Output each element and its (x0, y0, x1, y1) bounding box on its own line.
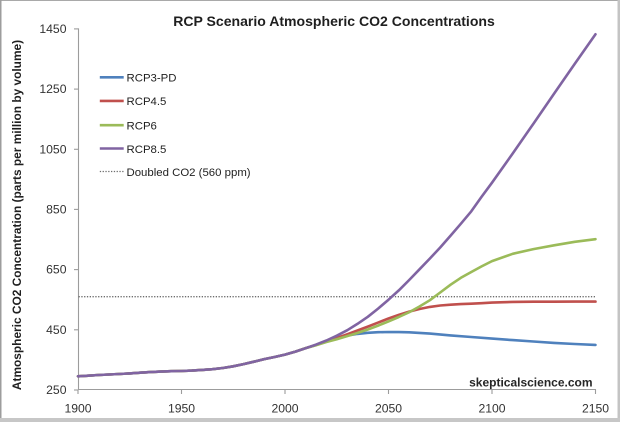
svg-text:1950: 1950 (168, 402, 195, 416)
svg-text:1250: 1250 (39, 82, 66, 96)
svg-text:RCP Scenario Atmospheric CO2 C: RCP Scenario Atmospheric CO2 Concentrati… (173, 13, 495, 29)
svg-text:450: 450 (46, 323, 67, 337)
svg-text:650: 650 (46, 263, 67, 277)
svg-text:RCP4.5: RCP4.5 (127, 96, 167, 108)
svg-text:1050: 1050 (39, 142, 66, 156)
svg-text:RCP8.5: RCP8.5 (127, 144, 167, 156)
svg-text:2100: 2100 (478, 402, 505, 416)
svg-text:1900: 1900 (64, 402, 91, 416)
svg-text:1450: 1450 (39, 22, 66, 36)
svg-text:2000: 2000 (271, 402, 298, 416)
svg-text:2150: 2150 (582, 402, 609, 416)
svg-text:RCP3-PD: RCP3-PD (127, 73, 177, 85)
svg-text:RCP6: RCP6 (127, 121, 157, 133)
svg-text:Atmospheric CO2 Concentration: Atmospheric CO2 Concentration (parts per… (10, 40, 24, 390)
svg-text:850: 850 (46, 203, 67, 217)
svg-text:Doubled CO2 (560 ppm): Doubled CO2 (560 ppm) (127, 167, 251, 179)
svg-text:skepticalscience.com: skepticalscience.com (469, 376, 592, 390)
svg-text:2050: 2050 (375, 402, 402, 416)
svg-text:250: 250 (46, 383, 67, 397)
